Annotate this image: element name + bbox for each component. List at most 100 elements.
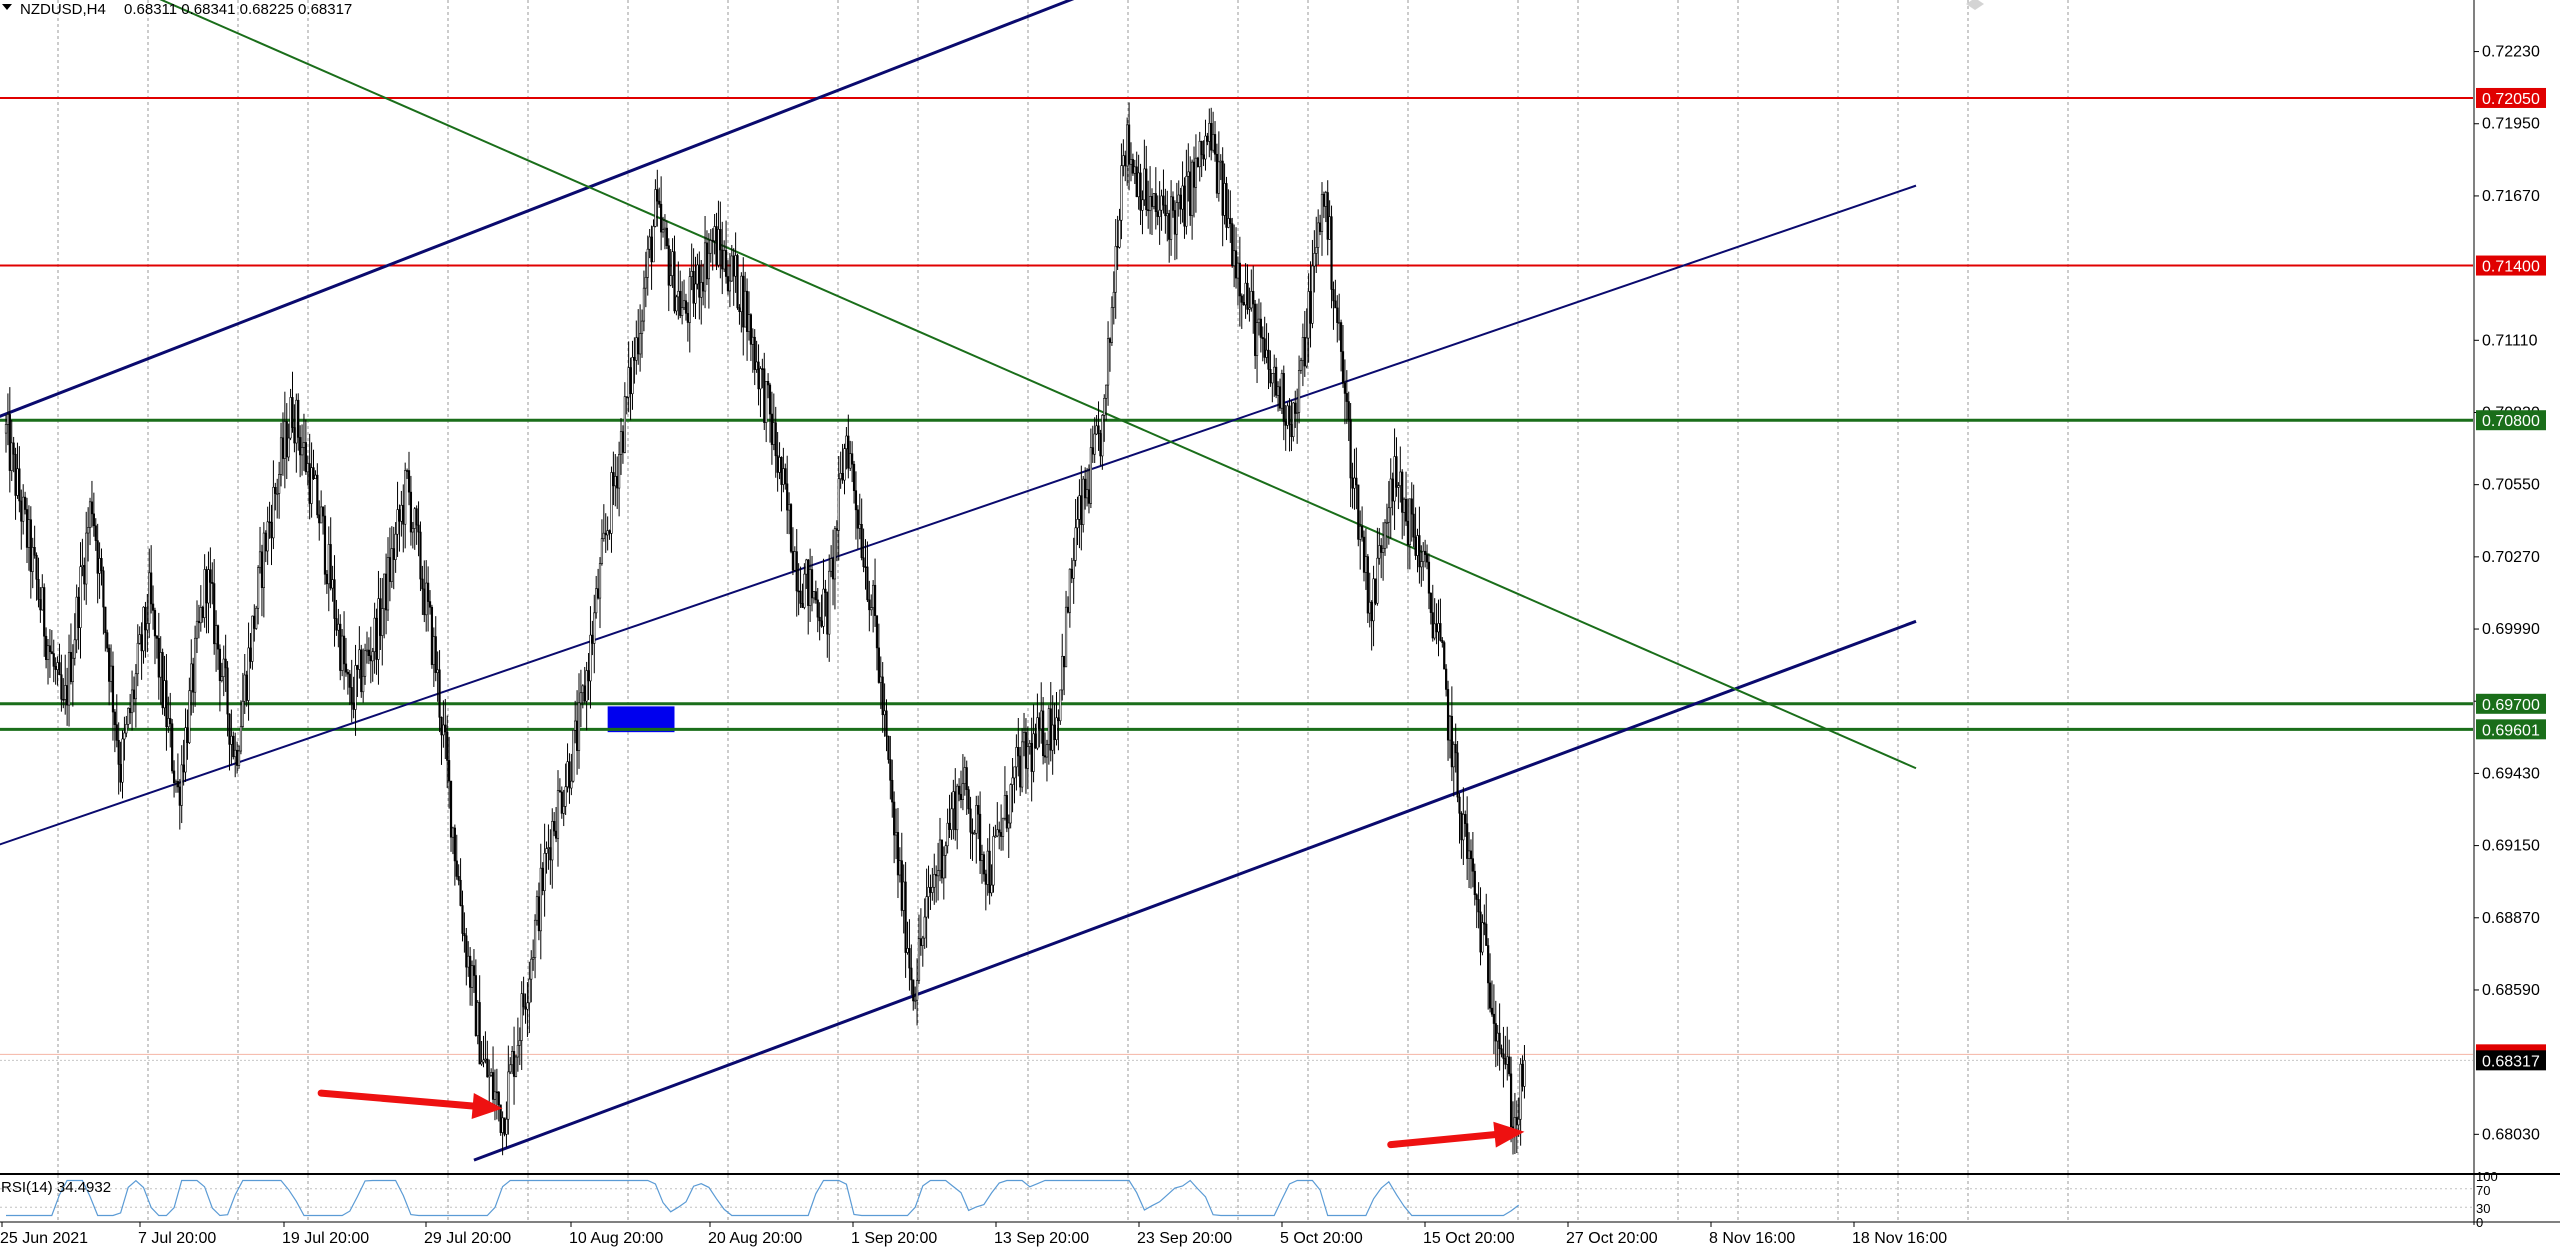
candle-body bbox=[172, 770, 176, 784]
candle-body bbox=[812, 591, 816, 599]
candle-body bbox=[169, 718, 172, 725]
candle-body bbox=[167, 718, 170, 728]
candle-body bbox=[505, 1118, 508, 1135]
candle-body bbox=[1147, 209, 1150, 212]
candle-body bbox=[249, 647, 252, 662]
candle-body bbox=[759, 368, 762, 390]
candle-body bbox=[564, 786, 567, 807]
candle-body bbox=[1263, 338, 1266, 358]
candle-body bbox=[88, 501, 92, 528]
header-layer: NZDUSD,H4 0.68311 0.68341 0.68225 0.6831… bbox=[2, 0, 1984, 18]
candle-body bbox=[12, 442, 15, 455]
candle-body bbox=[1376, 557, 1379, 604]
candle-body bbox=[228, 713, 231, 745]
candle-body bbox=[22, 496, 25, 522]
candle-body bbox=[1492, 1013, 1495, 1024]
candle-body bbox=[612, 472, 615, 487]
candle-body bbox=[1427, 561, 1431, 594]
trend-line-lower-channel bbox=[473, 619, 1917, 1162]
candle-body bbox=[975, 805, 978, 834]
candle-body bbox=[461, 905, 464, 934]
candle-body bbox=[1187, 171, 1190, 177]
candle-body bbox=[1255, 322, 1259, 356]
chart-shift-icon[interactable] bbox=[1966, 0, 1984, 10]
candle-body bbox=[849, 453, 852, 469]
candle-body bbox=[810, 569, 814, 599]
candle-body bbox=[281, 437, 285, 459]
candle-body bbox=[967, 789, 970, 810]
candle-body bbox=[805, 559, 808, 575]
date-tick-label: 20 Aug 20:00 bbox=[708, 1230, 802, 1247]
candle-body bbox=[260, 551, 264, 588]
price-tick-label: 0.69150 bbox=[2482, 838, 2540, 855]
candle-body bbox=[178, 786, 181, 806]
candle-body bbox=[847, 435, 850, 469]
candle-body bbox=[344, 663, 348, 673]
candle-body bbox=[1135, 166, 1138, 198]
candle-body bbox=[1078, 495, 1081, 520]
candle-body bbox=[1487, 945, 1490, 984]
candle-body bbox=[1036, 717, 1039, 749]
candle-body bbox=[765, 381, 768, 423]
candle-body bbox=[335, 618, 338, 631]
candle-body bbox=[415, 508, 418, 526]
candle-body bbox=[1318, 222, 1322, 232]
price-tick-label: 0.71110 bbox=[2482, 332, 2538, 349]
candle-body bbox=[980, 854, 984, 861]
date-tick-label: 10 Aug 20:00 bbox=[569, 1230, 663, 1247]
candle-body bbox=[1278, 386, 1282, 409]
candle-body bbox=[77, 596, 80, 628]
candle-body bbox=[709, 240, 712, 254]
candle-body bbox=[671, 251, 674, 276]
candle-body bbox=[62, 699, 65, 701]
candle-body bbox=[572, 730, 575, 782]
level-price-label: 0.70800 bbox=[2482, 413, 2540, 430]
candle-body bbox=[285, 421, 288, 458]
candle-body bbox=[1215, 153, 1219, 194]
candle-body bbox=[1479, 911, 1482, 953]
candle-body bbox=[251, 615, 254, 662]
candle-body bbox=[373, 617, 376, 652]
candle-body bbox=[442, 724, 445, 736]
candle-body bbox=[1017, 747, 1020, 757]
candle-body bbox=[493, 1091, 497, 1100]
candle-body bbox=[560, 791, 563, 814]
candle-body bbox=[1294, 402, 1297, 414]
candle-body bbox=[845, 435, 848, 449]
candle-body bbox=[751, 336, 754, 345]
candle-body bbox=[768, 384, 772, 415]
candle-body bbox=[1244, 282, 1247, 306]
candle-body bbox=[1141, 199, 1144, 211]
candle-body bbox=[1498, 1032, 1501, 1050]
candle-body bbox=[677, 290, 680, 298]
candle-body bbox=[1202, 154, 1205, 160]
candle-body bbox=[108, 647, 111, 682]
candle-body bbox=[1219, 160, 1222, 163]
candle-body bbox=[820, 620, 823, 627]
candle-body bbox=[1049, 708, 1052, 751]
candle-body bbox=[1299, 360, 1303, 371]
candle-body bbox=[4, 424, 8, 434]
candle-body bbox=[1231, 223, 1234, 267]
candle-body bbox=[394, 533, 397, 560]
rsi-line bbox=[6, 1179, 1520, 1217]
candle-body bbox=[1437, 623, 1440, 633]
candle-body bbox=[1284, 421, 1287, 426]
candle-body bbox=[239, 726, 243, 752]
candle-body bbox=[157, 638, 160, 678]
candle-body bbox=[1464, 814, 1467, 825]
candle-body bbox=[663, 227, 667, 231]
candle-body bbox=[946, 822, 949, 847]
candle-body bbox=[384, 573, 388, 611]
symbol-dropdown-icon[interactable] bbox=[2, 4, 12, 10]
candle-body bbox=[553, 821, 556, 832]
candle-body bbox=[1043, 755, 1047, 758]
candle-body bbox=[1309, 291, 1312, 324]
candle-body bbox=[1508, 1056, 1511, 1075]
candle-body bbox=[596, 588, 600, 599]
candle-body bbox=[205, 569, 208, 604]
price-tick-label: 0.70270 bbox=[2482, 549, 2540, 566]
candle-body bbox=[1462, 814, 1465, 841]
